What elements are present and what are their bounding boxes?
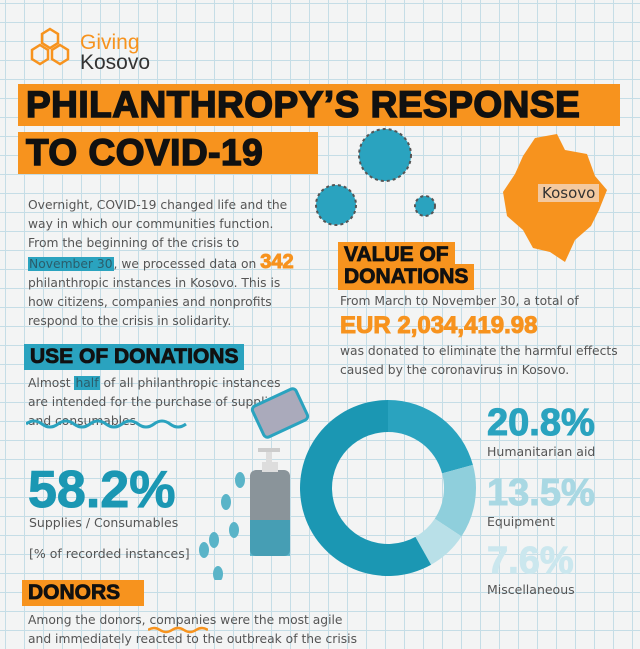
legend-value-0: 20.8% <box>487 402 596 445</box>
legend-value-1: 13.5% <box>487 472 596 515</box>
logo <box>28 26 72 74</box>
value-heading-1: VALUE OF <box>338 242 455 268</box>
legend-label-2: Miscellaneous <box>487 582 575 597</box>
title-line2: TO COVID-19 <box>18 131 318 174</box>
intro-p3: philanthropic instances in Kosovo. This … <box>28 276 281 328</box>
virus-icon <box>315 128 436 226</box>
value-post: was donated to eliminate the harmful eff… <box>340 344 618 377</box>
donors-heading: DONORS <box>22 580 144 606</box>
donut-slice-0 <box>388 400 473 474</box>
intro-highlight: November 30 <box>28 257 114 271</box>
donut-slice-1 <box>434 464 476 537</box>
wave-underline-icon <box>26 419 187 429</box>
legend-value-2: 7.6% <box>487 540 575 583</box>
intro-p1: Overnight, COVID-19 changed life and the… <box>28 198 288 250</box>
donut-slice-2 <box>415 518 462 565</box>
wave-underline-icon <box>148 626 208 634</box>
use-highlight: half <box>74 376 100 390</box>
donut-chart <box>300 400 476 576</box>
title-line1: PHILANTHROPY’S RESPONSE <box>18 83 620 126</box>
intro-p2: , we processed data on <box>113 257 257 271</box>
donut-slice-3 <box>300 400 432 576</box>
use-heading: USE OF DONATIONS <box>24 344 245 370</box>
value-heading-2: DONATIONS <box>338 264 475 290</box>
value-pre: From March to November 30, a total of <box>340 294 579 308</box>
supplies-label: Supplies / Consumables <box>29 515 179 530</box>
logo-line1: Giving <box>80 31 140 54</box>
donation-amount: EUR 2,034,419.98 <box>339 312 538 340</box>
map-label: Kosovo <box>538 184 600 202</box>
supplies-percent: 58.2% <box>27 461 176 519</box>
intro-text: Overnight, COVID-19 changed life and the… <box>28 196 298 331</box>
use-t1: Almost <box>28 376 75 390</box>
note: [% of recorded instances] <box>29 546 190 561</box>
logo-hexagons-icon <box>30 27 70 66</box>
legend-label-1: Equipment <box>487 514 555 529</box>
logo-line2: Kosovo <box>80 51 151 74</box>
mask-sanitizer-icon <box>199 387 310 580</box>
instance-count: 342 <box>260 251 294 273</box>
legend-label-0: Humanitarian aid <box>487 444 596 459</box>
